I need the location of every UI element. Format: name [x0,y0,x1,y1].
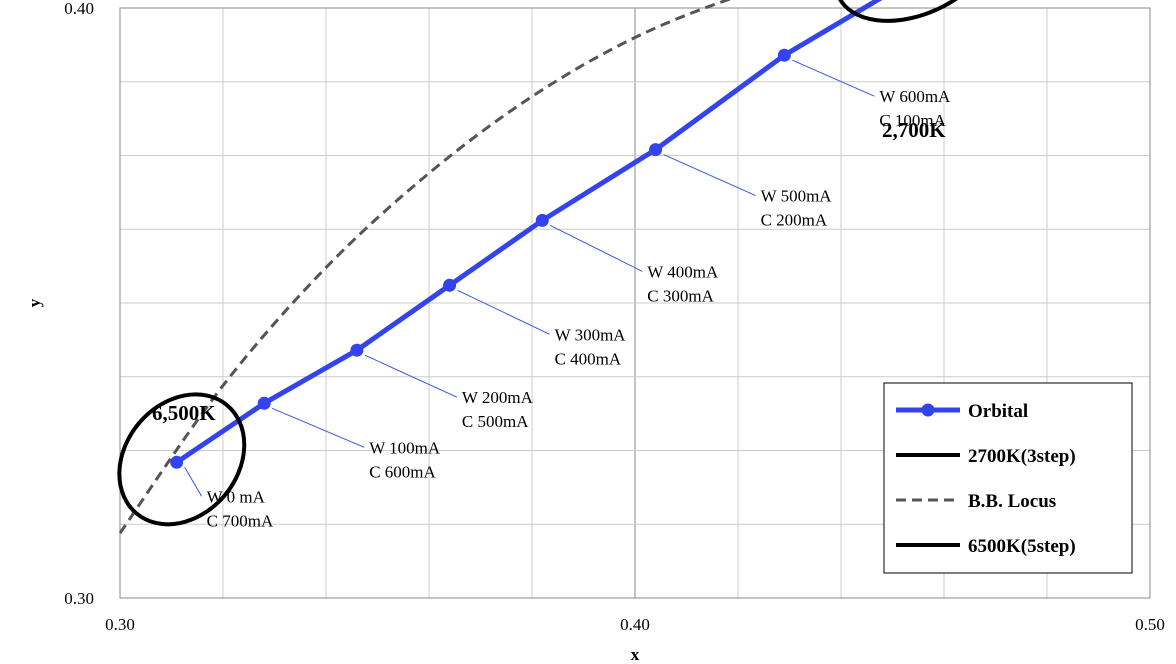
callout-6500k: 6,500K [152,401,216,425]
annotation-text: W 0 mA [207,487,266,506]
annotation-leader-line [184,467,203,497]
legend-label: B.B. Locus [968,491,1056,512]
annotation-leader-line [364,354,458,398]
y-tick-label: 0.40 [64,0,94,18]
annotation-leader-line [663,154,756,197]
series-layer [117,0,998,534]
x-tick-label: 0.40 [620,615,650,634]
orbital-point [649,143,663,157]
annotation-leader-line [792,59,875,97]
annotation-leader-line [550,224,643,272]
ellipse-6500k [117,392,247,527]
ellipse-2700k [833,0,998,23]
annotation-text: W 200mA [462,388,534,407]
annotation-text: W 400mA [647,262,719,281]
annotation-text: W 500mA [761,187,833,206]
x-tick-label: 0.50 [1135,615,1165,634]
annotation-text: C 100mA [879,111,946,130]
orbital-point [443,278,457,292]
orbital-point [170,455,184,469]
legend-label: Orbital [968,401,1028,422]
annotation-text: C 700mA [207,511,274,530]
tick-layer: 0.30 0.40 0.50 0.30 0.40 [64,0,1165,634]
orbital-point [535,213,549,227]
legend-label: 6500K(5step) [968,536,1076,557]
legend-marker-orbital [921,403,935,417]
annotation-text: W 100mA [369,438,441,457]
annotation-text: C 400mA [555,349,622,368]
annotation-text: W 300mA [555,325,627,344]
plot-border [119,7,1151,599]
y-tick-label: 0.30 [64,589,94,608]
x-tick-label: 0.30 [105,615,135,634]
annotation-text: C 0 mA [994,0,1049,4]
annotation-layer: W 0 mA C 700mA W 100mA C 600mA W 200mA C 500m… [184,0,1049,530]
orbital-line [175,0,883,465]
annotation-text: C 600mA [369,462,436,481]
bb-locus-curve [118,0,732,534]
annotation-leader-line [272,407,365,448]
annotation-text: C 200mA [761,211,828,230]
annotation-text: W 600mA [879,87,951,106]
annotation-text: C 300mA [647,286,714,305]
y-axis-title: y [25,298,44,307]
orbital-point [350,343,364,357]
legend: Orbital 2700K(3step) B.B. Locus 6500K(5step… [883,382,1133,574]
orbital-point [257,396,271,410]
legend-items: Orbital 2700K(3step) B.B. Locus 6500K(5step… [896,401,1076,557]
x-axis-title: x [631,645,640,664]
annotation-leader-line [457,289,550,335]
legend-label: 2700K(3step) [968,446,1076,467]
annotation-text: C 500mA [462,412,529,431]
callout-2700k: 2,700K [882,118,946,142]
orbital-point [777,48,791,62]
